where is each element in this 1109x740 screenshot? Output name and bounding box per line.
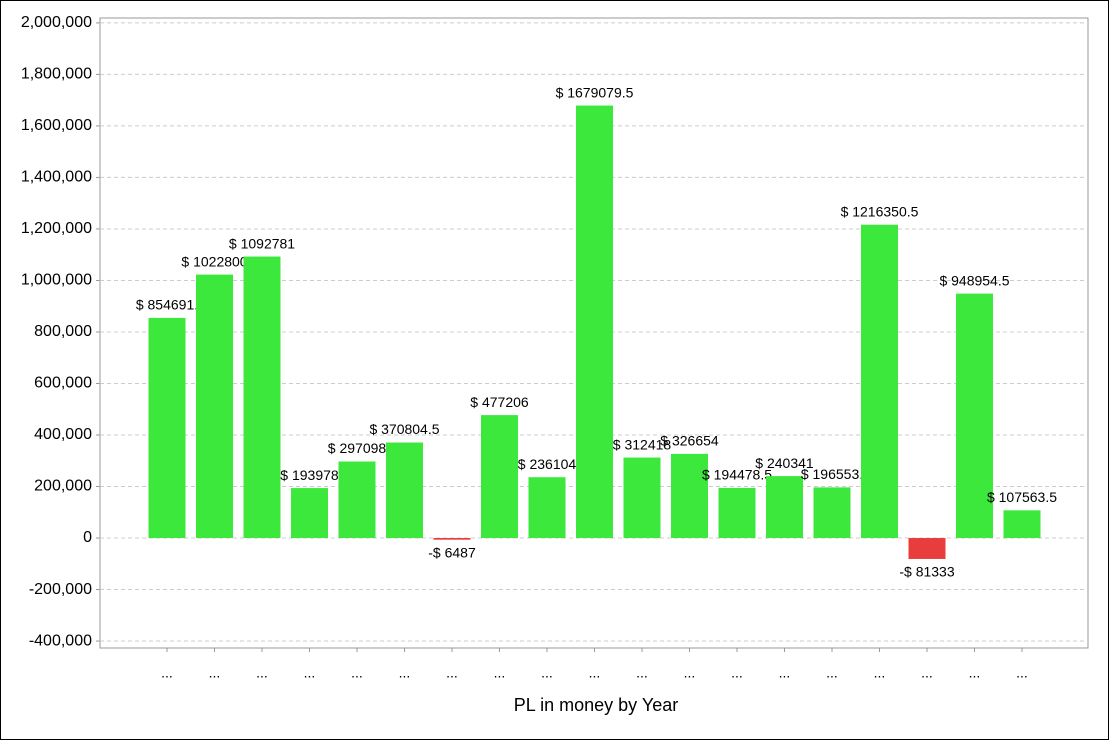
bar xyxy=(766,476,803,539)
x-tick-label: ... xyxy=(779,665,791,681)
data-label: -$ 81333 xyxy=(899,564,954,580)
data-label: $ 194478.5 xyxy=(702,467,772,483)
x-tick-label: ... xyxy=(446,665,458,681)
x-axis-label: PL in money by Year xyxy=(514,695,678,715)
bar xyxy=(481,415,518,539)
x-tick-label: ... xyxy=(589,665,601,681)
y-tick-label: 1,400,000 xyxy=(21,169,92,186)
y-tick-label: 800,000 xyxy=(34,323,92,340)
bar xyxy=(908,538,946,559)
x-tick-label: ... xyxy=(1016,665,1028,681)
data-label: $ 236104 xyxy=(518,456,577,472)
y-tick-label: 1,600,000 xyxy=(21,117,92,134)
data-label: -$ 6487 xyxy=(428,544,476,560)
x-tick-label: ... xyxy=(636,665,648,681)
y-tick-label: 2,000,000 xyxy=(21,14,92,31)
bar xyxy=(718,487,756,539)
data-label: $ 948954.5 xyxy=(939,272,1009,288)
data-label: $ 477206 xyxy=(470,394,529,410)
x-tick-label: ... xyxy=(494,665,506,681)
x-tick-label: ... xyxy=(921,665,933,681)
bar xyxy=(528,477,566,539)
bar xyxy=(956,293,993,539)
x-tick-label: ... xyxy=(969,665,981,681)
data-label: $ 326654 xyxy=(660,433,719,449)
y-tick-label: 600,000 xyxy=(34,375,92,392)
bar xyxy=(433,538,471,540)
bar xyxy=(148,317,186,539)
data-label: $ 1216350.5 xyxy=(841,203,919,219)
y-tick-label: 1,000,000 xyxy=(21,272,92,289)
data-label: $ 107563.5 xyxy=(987,489,1057,505)
x-tick-label: ... xyxy=(304,665,316,681)
data-label: $ 196553. xyxy=(801,466,863,482)
x-tick-label: ... xyxy=(256,665,268,681)
x-tick-label: ... xyxy=(161,665,173,681)
bar xyxy=(861,224,898,539)
y-tick-label: 200,000 xyxy=(34,478,92,495)
x-tick-label: ... xyxy=(684,665,696,681)
bar xyxy=(576,105,613,539)
bar xyxy=(1003,510,1041,539)
y-tick-label: -400,000 xyxy=(29,632,92,649)
x-tick-label: ... xyxy=(826,665,838,681)
bar xyxy=(671,453,708,539)
data-label: $ 1022800 xyxy=(181,253,247,269)
bar xyxy=(813,487,851,539)
data-label: $ 1679079.5 xyxy=(556,84,634,100)
data-label: $ 312418 xyxy=(613,436,672,452)
x-tick-label: ... xyxy=(874,665,886,681)
y-tick-label: -200,000 xyxy=(29,581,92,598)
y-tick-label: 0 xyxy=(83,529,92,546)
bar xyxy=(338,461,376,539)
bar xyxy=(386,442,423,539)
data-label: $ 297098 xyxy=(328,440,387,456)
x-tick-label: ... xyxy=(399,665,411,681)
x-tick-label: ... xyxy=(351,665,363,681)
y-tick-label: 1,200,000 xyxy=(21,220,92,237)
data-label: $ 1092781 xyxy=(229,235,295,251)
x-tick-label: ... xyxy=(731,665,743,681)
x-tick-label: ... xyxy=(209,665,221,681)
bar xyxy=(623,457,661,539)
data-label: $ 370804.5 xyxy=(369,421,439,437)
y-tick-label: 400,000 xyxy=(34,426,92,443)
bar xyxy=(291,488,328,539)
x-tick-label: ... xyxy=(541,665,553,681)
data-label: $ 240341 xyxy=(755,455,814,471)
bar xyxy=(243,256,281,539)
bar xyxy=(196,274,233,539)
y-tick-label: 1,800,000 xyxy=(21,66,92,83)
data-label: $ 193978 xyxy=(280,467,339,483)
data-label: $ 854691. xyxy=(136,297,198,313)
